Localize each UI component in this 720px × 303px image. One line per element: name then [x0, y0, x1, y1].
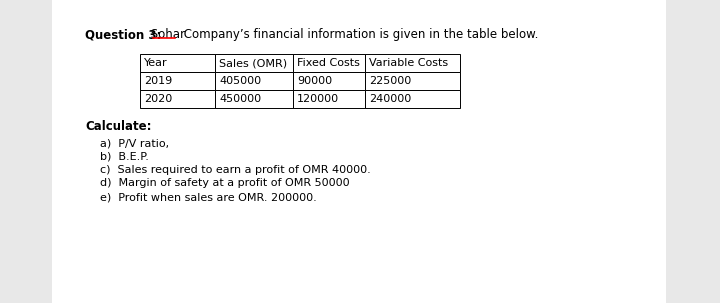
Bar: [215, 72, 293, 90]
Bar: [293, 72, 365, 90]
Text: Sohar: Sohar: [147, 28, 185, 41]
Bar: [52, 0, 666, 303]
Text: c)  Sales required to earn a profit of OMR 40000.: c) Sales required to earn a profit of OM…: [100, 165, 371, 175]
Text: Sales (OMR): Sales (OMR): [219, 58, 287, 68]
Text: e)  Profit when sales are OMR. 200000.: e) Profit when sales are OMR. 200000.: [100, 192, 317, 202]
Text: Variable Costs: Variable Costs: [369, 58, 448, 68]
Text: 120000: 120000: [297, 94, 339, 104]
Bar: [365, 54, 460, 72]
Text: 90000: 90000: [297, 76, 332, 86]
Text: 450000: 450000: [219, 94, 261, 104]
Text: 240000: 240000: [369, 94, 411, 104]
Text: Fixed Costs: Fixed Costs: [297, 58, 360, 68]
Bar: [293, 54, 365, 72]
Text: d)  Margin of safety at a profit of OMR 50000: d) Margin of safety at a profit of OMR 5…: [100, 178, 350, 188]
Bar: [293, 90, 365, 108]
Text: b)  B.E.P.: b) B.E.P.: [100, 152, 149, 161]
Text: 2020: 2020: [144, 94, 172, 104]
Bar: [365, 90, 460, 108]
Bar: [140, 90, 215, 108]
Bar: [365, 72, 460, 90]
Text: 2019: 2019: [144, 76, 172, 86]
Text: 405000: 405000: [219, 76, 261, 86]
Text: Year: Year: [144, 58, 168, 68]
Text: 225000: 225000: [369, 76, 411, 86]
Bar: [140, 72, 215, 90]
Bar: [215, 90, 293, 108]
Text: a)  P/V ratio,: a) P/V ratio,: [100, 138, 169, 148]
Text: Question 3:: Question 3:: [85, 28, 161, 41]
Text: Company’s financial information is given in the table below.: Company’s financial information is given…: [180, 28, 539, 41]
Bar: [140, 54, 215, 72]
Text: Calculate:: Calculate:: [85, 120, 151, 133]
Bar: [215, 54, 293, 72]
